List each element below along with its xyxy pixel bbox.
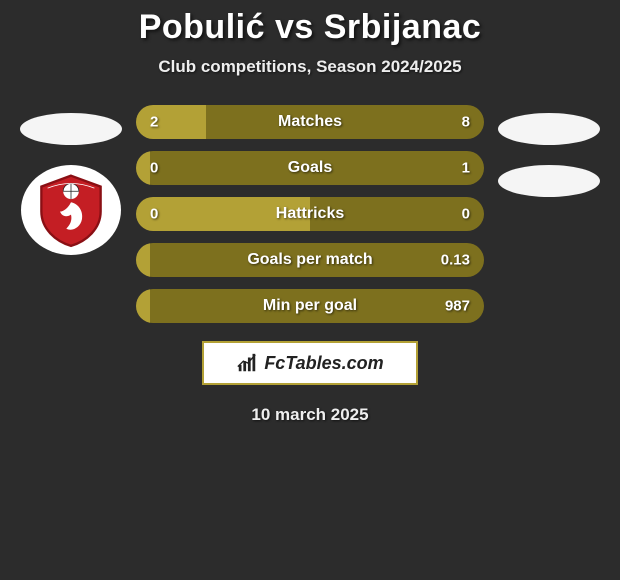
club-left-crest [21, 165, 121, 255]
stat-value-left: 2 [150, 114, 158, 131]
stats-column: Matches 2 8 Goals 0 1 Hattricks 0 0 Goals per mat… [136, 105, 484, 323]
stat-bar: Goals per match 0.13 [136, 243, 484, 277]
shield-icon [32, 171, 110, 249]
stat-bar-left-fill [136, 289, 150, 323]
stat-label: Matches [278, 113, 342, 131]
player-right-avatar [498, 113, 600, 145]
stat-value-right: 0.13 [441, 252, 470, 269]
club-right-crest [498, 165, 600, 197]
stat-bar-right-fill [206, 105, 484, 139]
stat-bar-left-fill [136, 243, 150, 277]
stat-value-right: 0 [462, 206, 470, 223]
brand-label: FcTables.com [264, 353, 383, 374]
stat-bar: Min per goal 987 [136, 289, 484, 323]
date-label: 10 march 2025 [0, 405, 620, 425]
subtitle: Club competitions, Season 2024/2025 [0, 57, 620, 77]
stat-label: Goals [288, 159, 332, 177]
stat-value-left: 0 [150, 206, 158, 223]
stat-bar-left-fill [136, 105, 206, 139]
stat-bar: Hattricks 0 0 [136, 197, 484, 231]
stat-label: Hattricks [276, 205, 344, 223]
stat-bar: Matches 2 8 [136, 105, 484, 139]
brand-box[interactable]: FcTables.com [202, 341, 418, 385]
chart-icon [236, 352, 258, 374]
player-left-col [16, 105, 126, 255]
stat-value-left: 0 [150, 160, 158, 177]
stat-value-right: 987 [445, 298, 470, 315]
stat-bar-left-fill [136, 151, 150, 185]
stat-bar: Goals 0 1 [136, 151, 484, 185]
main-row: Matches 2 8 Goals 0 1 Hattricks 0 0 Goals per mat… [0, 105, 620, 323]
page-title: Pobulić vs Srbijanac [0, 8, 620, 47]
stat-label: Min per goal [263, 297, 357, 315]
player-left-avatar [20, 113, 122, 145]
comparison-widget: Pobulić vs Srbijanac Club competitions, … [0, 0, 620, 425]
stat-value-right: 8 [462, 114, 470, 131]
player-right-col [494, 105, 604, 197]
stat-label: Goals per match [247, 251, 372, 269]
stat-value-right: 1 [462, 160, 470, 177]
